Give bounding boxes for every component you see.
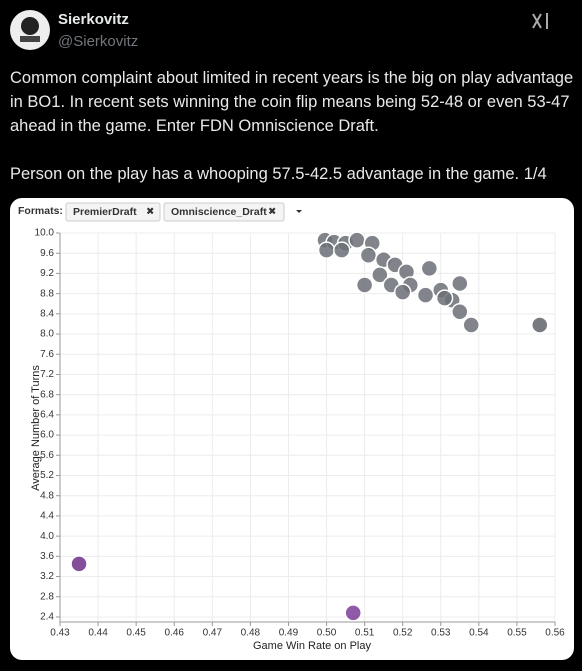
dropdown[interactable] [296,210,302,213]
author-handle[interactable]: @Sierkovitz [58,33,139,50]
x-tick-label: 0.55 [507,628,527,639]
x-tick-label: 0.43 [50,628,70,639]
y-tick-label: 8.4 [40,308,54,319]
point [348,231,366,249]
y-tick-label: 7.2 [40,369,54,380]
x-axis-label: Game Win Rate on Play [253,640,371,652]
y-tick-label: 6.0 [40,430,54,441]
chart: Formats: PremierDraft ✖ Omniscience_Draf… [18,202,565,652]
y-tick-label: 6.8 [40,389,54,400]
y-tick-label: 8.8 [40,288,54,299]
x-tick-label: 0.44 [88,628,108,639]
x-tick-label: 0.45 [126,628,146,639]
author-name[interactable]: Sierkovitz [58,11,129,28]
x-tick-label: 0.54 [469,628,489,639]
point [416,286,435,304]
y-tick-label: 4.4 [40,511,54,522]
x-tick-label: 0.50 [317,628,337,639]
chip-remove[interactable]: ✖ [146,207,154,218]
point [420,259,439,278]
y-tick-label: 8.0 [40,329,54,340]
x-tick-label: 0.48 [241,628,261,639]
y-tick-label: 6.4 [40,410,54,421]
y-tick-label: 2.4 [40,612,54,623]
paragraph: Common complaint about limited in recent… [10,69,574,135]
point [317,241,336,259]
y-tick-label: 2.8 [40,591,54,602]
y-tick-label: 5.6 [40,450,54,461]
x-tick-label: 0.46 [164,628,184,639]
point [333,241,351,259]
point [344,604,362,622]
point [355,276,374,294]
y-axis-label: Average Number of Turns [30,365,42,491]
x-tick-label: 0.52 [393,628,413,639]
y-tick-label: 7.6 [40,349,54,360]
y-tick-label: 5.2 [40,470,54,481]
y-tick-label: 10.0 [35,228,55,239]
chip[interactable] [163,202,285,222]
x-tick-label: 0.53 [431,628,451,639]
y-tick-label: 9.2 [40,268,54,279]
chip-label: PremierDraft [73,206,137,218]
chart-image[interactable]: Formats: PremierDraft ✖ Omniscience_Draf… [10,198,574,660]
post-text: Common complaint about limited in recent… [10,66,576,210]
chip[interactable] [65,202,161,222]
paragraph: Person on the play has a whooping 57.5-4… [10,165,547,183]
x-tick-label: 0.51 [355,628,375,639]
grok-icon[interactable] [530,10,552,32]
point [462,316,480,334]
point [70,555,88,573]
point [451,303,469,321]
y-tick-label: 4.0 [40,531,54,542]
x-tick-label: 0.47 [203,628,223,639]
point [435,289,454,307]
point [451,274,469,293]
chip-remove[interactable]: ✖ [268,207,276,218]
point [371,266,389,284]
x-tick-label: 0.56 [545,628,565,639]
avatar[interactable] [10,10,50,50]
y-tick-label: 4.8 [40,490,54,501]
chip-label: Omniscience_Draft [171,206,267,218]
y-tick-label: 3.6 [40,551,54,562]
y-tick-label: 3.2 [40,571,54,582]
y-tick-label: 9.6 [40,248,54,259]
filter-label: Formats: [18,205,63,217]
point [393,283,412,301]
x-tick-label: 0.49 [279,628,299,639]
point [531,316,549,334]
point [359,246,378,264]
